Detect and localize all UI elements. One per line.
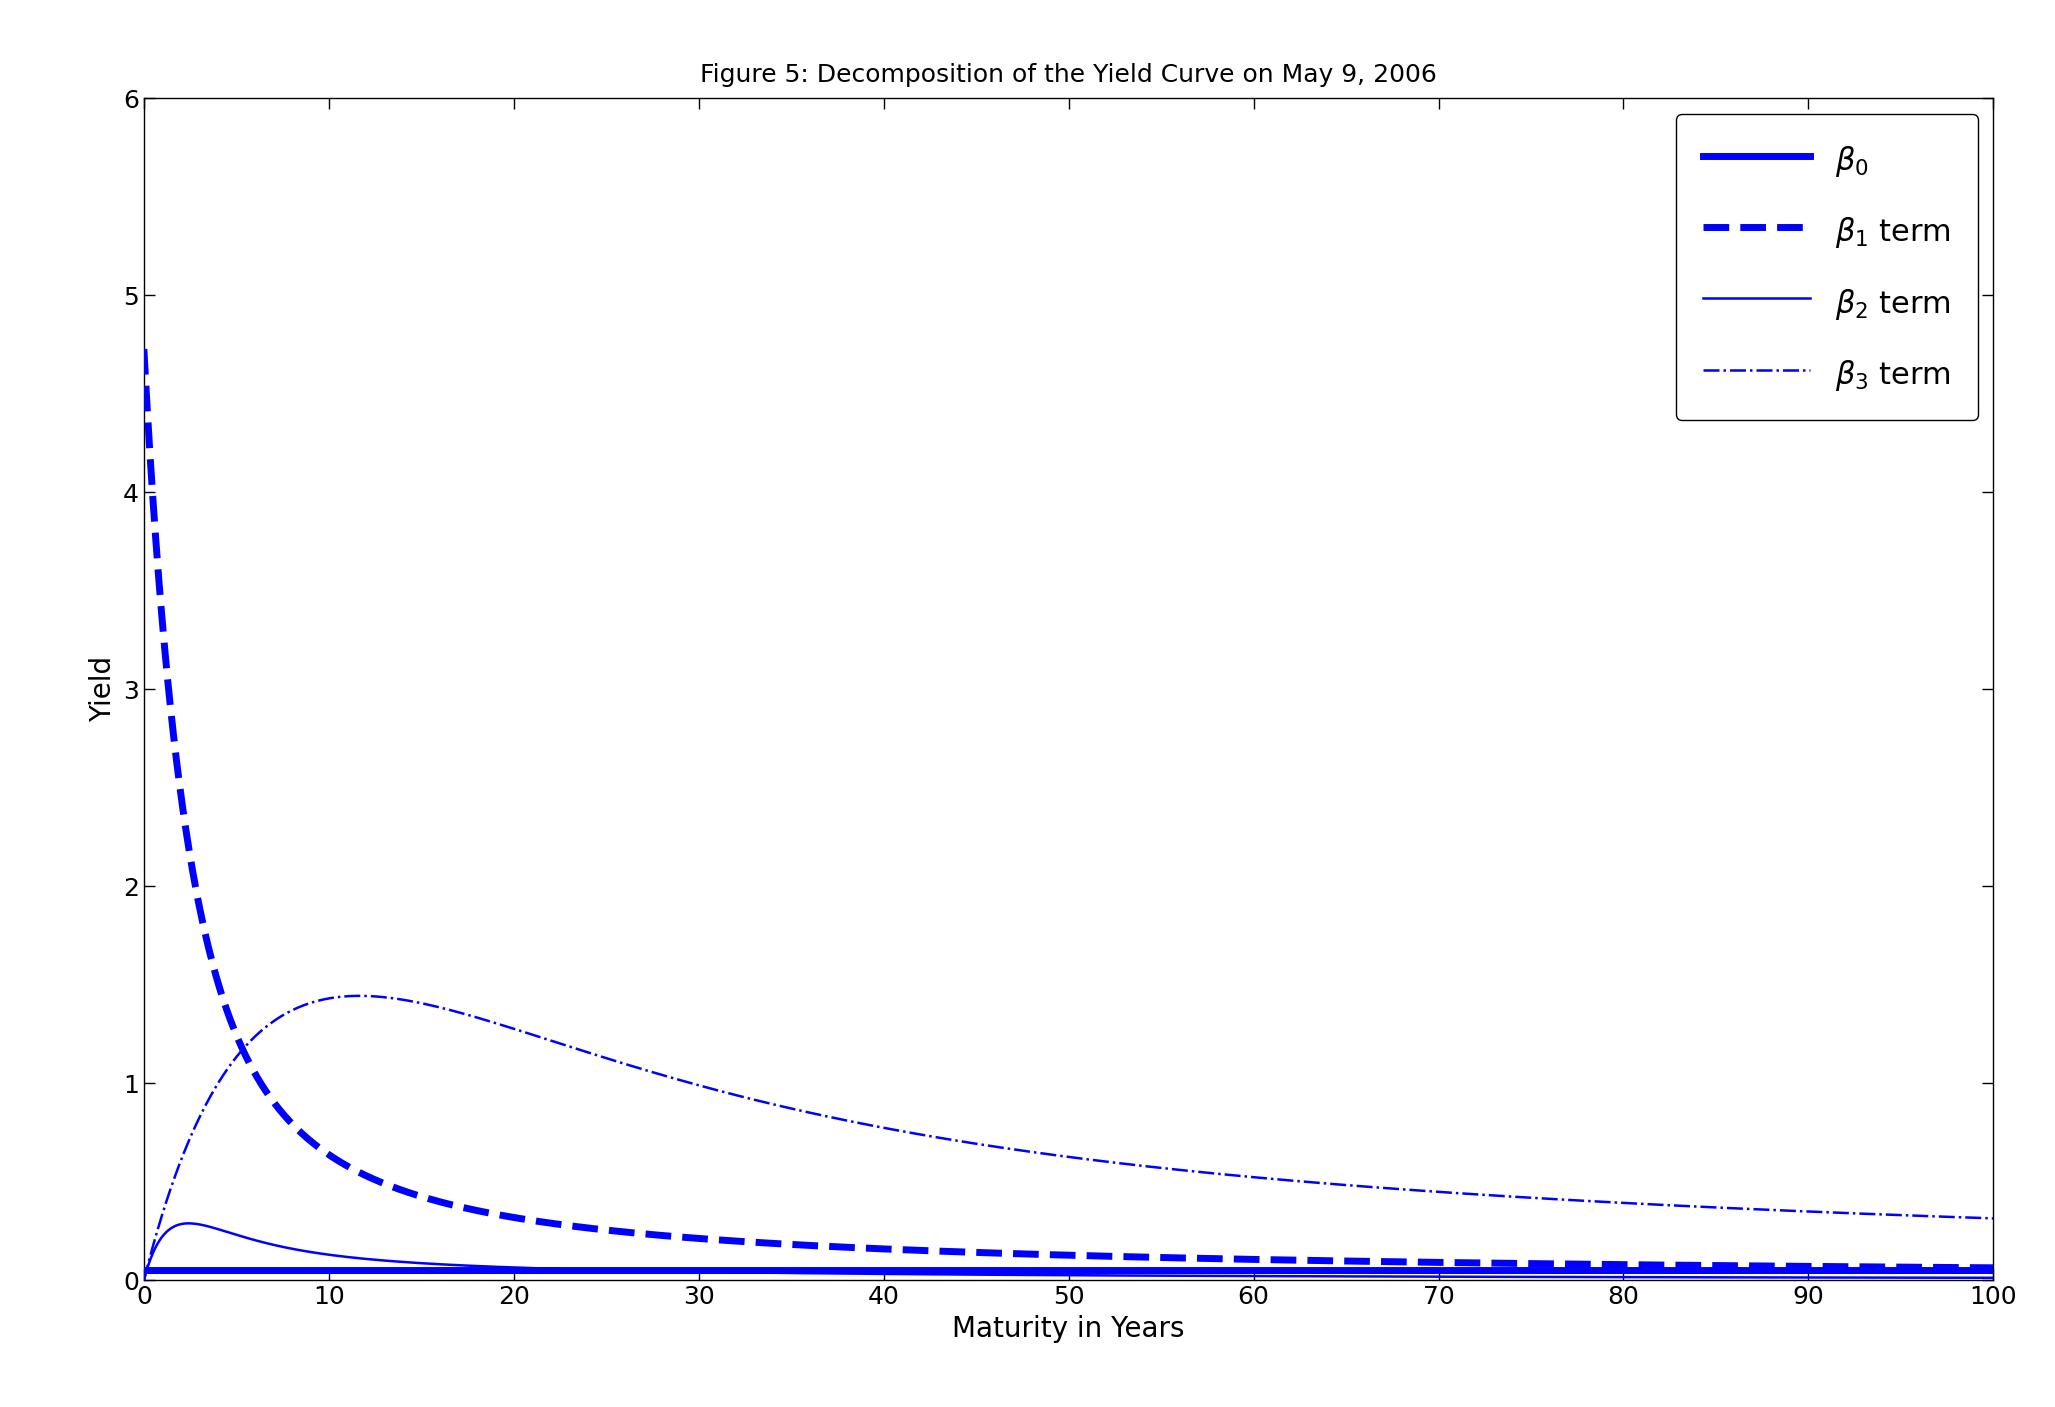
Y-axis label: Yield: Yield [90,657,117,722]
Title: Figure 5: Decomposition of the Yield Curve on May 9, 2006: Figure 5: Decomposition of the Yield Cur… [701,63,1436,87]
Legend: $\beta_0$, $\beta_1$ term, $\beta_2$ term, $\beta_3$ term: $\beta_0$, $\beta_1$ term, $\beta_2$ ter… [1675,114,1979,421]
X-axis label: Maturity in Years: Maturity in Years [951,1314,1186,1342]
